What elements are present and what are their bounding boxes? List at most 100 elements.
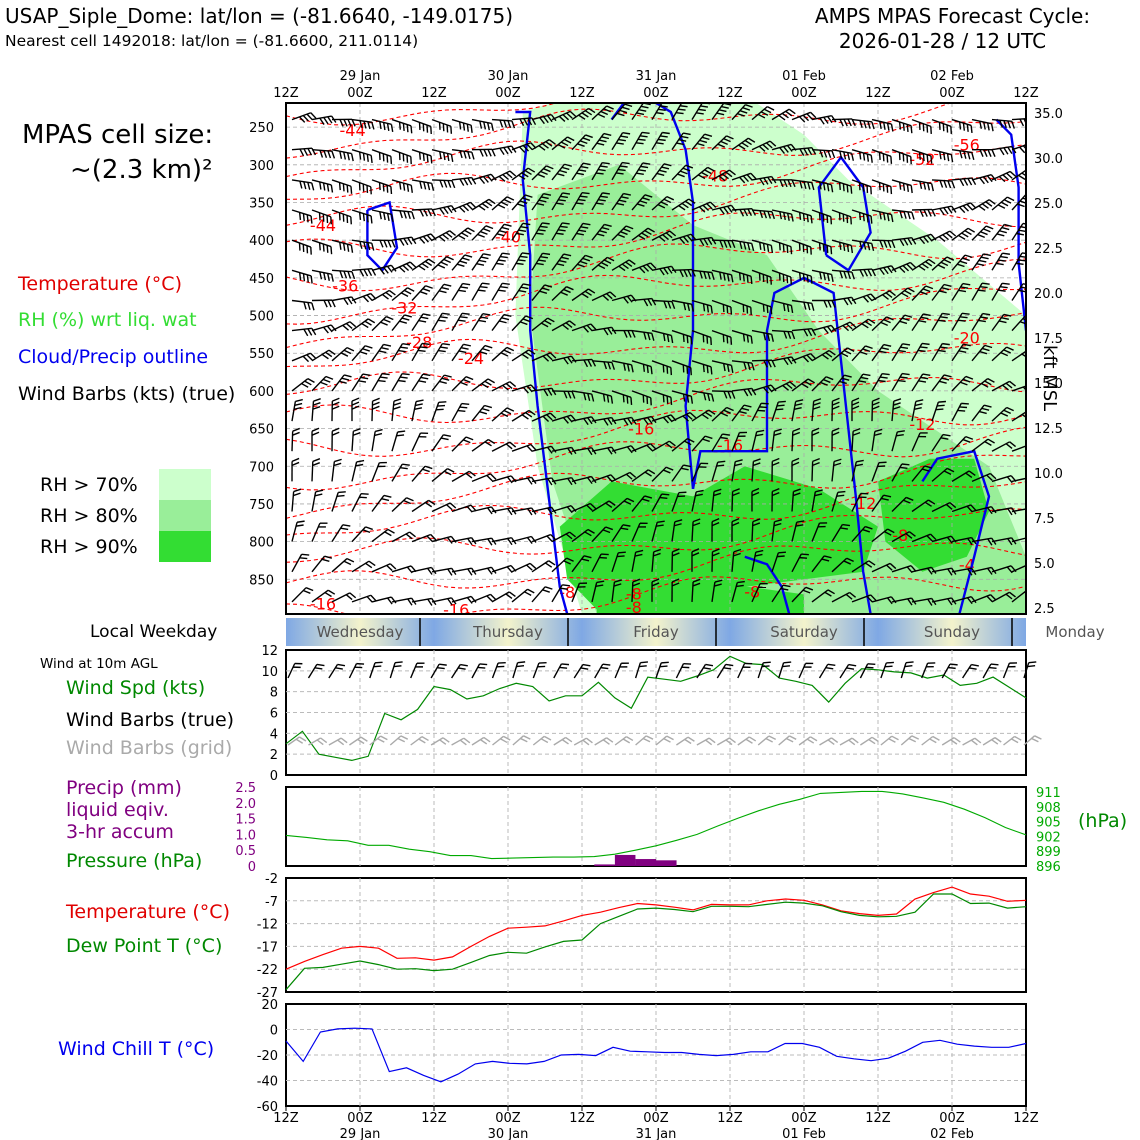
barb-flag [815,489,823,493]
barb-flag [983,121,986,130]
barb-shaft [291,179,312,184]
wind-barb [631,469,656,482]
barb-flag [490,593,497,601]
barb-flag [906,124,909,133]
barb-flag [361,492,369,495]
barb-flag [1005,382,1013,389]
barb-flag [672,548,680,553]
barb-flag [978,319,986,323]
wind-barb [511,167,536,181]
barb-flag [990,663,999,666]
barb-shaft [431,402,440,422]
barb-flag [812,461,820,467]
barb-shaft [512,662,519,679]
wind-barb [791,239,812,255]
barb-flag [558,115,566,122]
wind-barb [711,135,734,151]
barb-flag [668,440,676,447]
barb-flag [714,583,722,587]
barb-flag [458,206,466,213]
barb-flag [920,291,928,296]
barb-flag [462,204,470,212]
wind-barb [651,360,673,376]
barb-flag [879,211,882,220]
barb-flag [987,538,993,546]
barb-flag [739,410,747,415]
barb-flag [942,312,950,316]
barb-flag [722,173,729,180]
barb-flag [757,409,766,412]
barb-flag [361,322,369,329]
barb-flag [600,195,608,199]
barb-flag [536,262,544,266]
barb-flag [967,537,973,546]
wind-barb [511,384,537,394]
wind-barb [551,531,577,543]
barb-flag [922,288,931,293]
wind-barb [571,162,591,181]
barb-flag [522,283,531,286]
barb-flag [463,737,471,744]
barb-flag [379,461,387,464]
barb-flag [807,302,811,311]
barb-flag [1020,286,1026,290]
barb-flag [969,667,977,670]
barb-flag [387,240,392,248]
barb-flag [625,473,633,480]
barb-flag [343,297,349,306]
wind-barb [751,582,768,603]
wind-barb [431,179,456,189]
barb-flag [966,505,973,513]
barb-flag [677,173,685,178]
barb-shaft [818,663,829,679]
barb-flag [377,465,386,468]
barb-flag [442,152,446,161]
barb-flag [786,275,789,284]
barb-flag [707,237,713,246]
barb-flag [442,737,450,743]
barb-flag [850,153,855,161]
barb-flag [322,182,326,191]
barb-flag [922,236,929,243]
barb-flag [482,176,489,183]
wind-barb [551,163,572,181]
wind-barb-grid [389,735,409,746]
wind-barb [471,593,497,603]
barb-flag [1019,255,1026,259]
barb-flag [823,150,828,158]
temperature-contour-label: -44 [310,216,336,235]
barb-flag [378,350,387,354]
wind-barb [331,592,357,603]
barb-flag [810,736,818,742]
barb-flag [803,329,809,337]
barb-flag [755,549,764,553]
pressure-tick-label: 850 [249,573,274,588]
barb-flag [682,393,686,402]
temperature-contour [286,508,1026,563]
barb-flag [638,266,646,274]
barb-flag [540,255,549,259]
weekday-band [582,618,730,646]
barb-flag [418,122,421,130]
wind-barb-grid [471,736,491,746]
barb-flag [596,233,605,237]
barb-flag [679,269,684,278]
barb-flag [990,174,997,182]
barb-flag [451,180,456,189]
wind-barb [351,209,373,224]
barb-flag [663,198,672,204]
barb-flag [582,162,591,166]
wind-barb [911,149,933,164]
barb-flag [750,276,753,284]
pressure-tick-label: 300 [249,159,274,174]
barb-shaft [880,735,893,746]
barb-flag [1009,591,1016,598]
wind-barb [431,342,450,362]
barb-flag [980,231,988,236]
barb-flag [342,183,345,192]
barb-flag [783,146,789,153]
temperature-contour [286,542,1026,589]
wind-barb [431,256,454,271]
barb-flag [795,399,804,403]
barb-flag [938,319,946,322]
